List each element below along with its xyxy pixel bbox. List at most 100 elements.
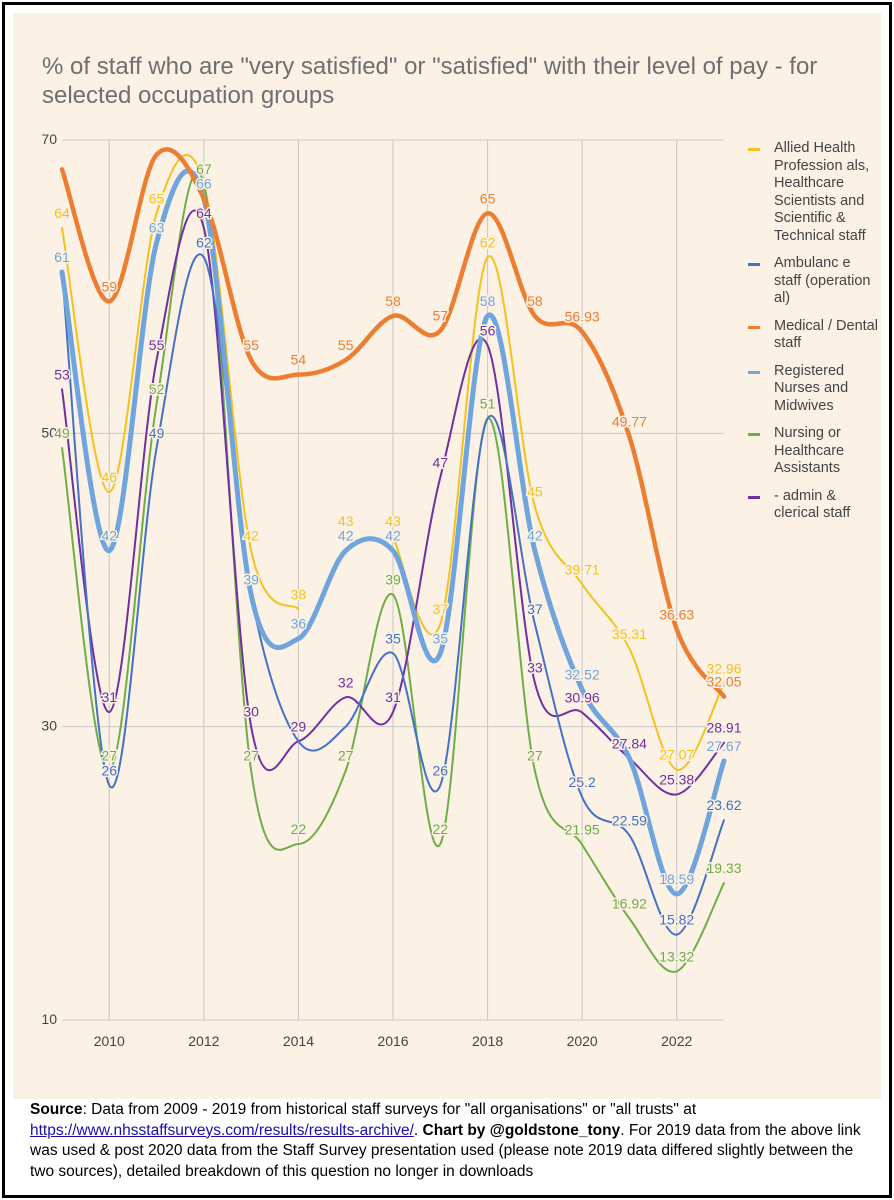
data-label: 62 bbox=[196, 234, 212, 250]
legend-label: Registered Nurses and Midwives bbox=[774, 362, 849, 414]
data-label: 65 bbox=[480, 190, 496, 206]
data-label: 56.93 bbox=[565, 309, 600, 325]
legend-label: - admin & clerical staff bbox=[774, 487, 851, 522]
legend-item: Nursing or Healthcare Assistants bbox=[748, 425, 878, 478]
series-line-1 bbox=[61, 253, 725, 936]
data-label: 27 bbox=[527, 748, 543, 764]
data-label: 38 bbox=[291, 586, 307, 602]
data-label: 54 bbox=[291, 352, 307, 368]
data-label: 43 bbox=[385, 513, 401, 529]
data-label: 52 bbox=[149, 381, 165, 397]
line-chart: 10 30 50 70 2010 2012 2014 2016 2018 2020 2022 64 46… bbox=[41, 131, 743, 1049]
series-line-0 bbox=[61, 154, 300, 611]
x-tick-label: 2012 bbox=[188, 1033, 219, 1049]
data-label: 27.07 bbox=[659, 747, 694, 763]
data-label: 58 bbox=[480, 293, 496, 309]
series-line-2 bbox=[59, 147, 727, 699]
data-label: 26 bbox=[101, 762, 117, 778]
legend-item: Medical / Dental staff bbox=[748, 318, 878, 353]
data-label: 13.32 bbox=[659, 948, 694, 964]
data-label: 66 bbox=[196, 176, 212, 192]
source-link[interactable]: https://www.nhsstaffsurveys.com/results/… bbox=[30, 1121, 414, 1139]
data-label: 55 bbox=[243, 337, 259, 353]
data-label: 32.96 bbox=[706, 660, 741, 676]
data-label: 64 bbox=[196, 205, 212, 221]
legend-item: Registered Nurses and Midwives bbox=[748, 363, 878, 416]
series-line-4 bbox=[61, 171, 725, 973]
data-label: 53 bbox=[54, 366, 70, 382]
data-label: 42 bbox=[101, 528, 117, 544]
data-label: 22 bbox=[432, 821, 448, 837]
data-label: 49.77 bbox=[612, 414, 647, 430]
data-label: 42 bbox=[385, 528, 401, 544]
x-tick-label: 2018 bbox=[472, 1033, 503, 1049]
data-label: 65 bbox=[149, 190, 165, 206]
x-tick-label: 2020 bbox=[567, 1033, 598, 1049]
data-label: 30 bbox=[243, 704, 259, 720]
data-label: 35.31 bbox=[612, 626, 647, 642]
source-note: Source: Data from 2009 - 2019 from histo… bbox=[8, 1100, 876, 1182]
chart-credit: Chart by @goldstone_tony bbox=[422, 1121, 621, 1139]
data-label: 28.91 bbox=[706, 720, 741, 736]
series-line-3 bbox=[59, 168, 727, 897]
data-label: 25.38 bbox=[659, 771, 694, 787]
data-label: 19.33 bbox=[706, 860, 741, 876]
data-label: 37 bbox=[527, 601, 543, 617]
data-label: 42 bbox=[338, 528, 354, 544]
data-label: 27.67 bbox=[706, 738, 741, 754]
data-label: 45 bbox=[527, 484, 543, 500]
data-label: 46 bbox=[101, 469, 117, 485]
data-label: 39.71 bbox=[565, 561, 600, 577]
chart-area bbox=[13, 13, 881, 1099]
chart-title: % of staff who are "very satisfied" or "… bbox=[42, 53, 818, 109]
data-label: 42 bbox=[243, 528, 259, 544]
data-label: 43 bbox=[338, 513, 354, 529]
data-label: 63 bbox=[149, 220, 165, 236]
data-label: 27 bbox=[101, 748, 117, 764]
data-label: 67 bbox=[196, 161, 212, 177]
data-label: 32.05 bbox=[706, 674, 741, 690]
series-line-0 bbox=[392, 255, 725, 771]
data-label: 33 bbox=[527, 660, 543, 676]
x-tick-label: 2016 bbox=[377, 1033, 408, 1049]
data-label: 49 bbox=[149, 425, 165, 441]
legend-swatch bbox=[748, 433, 760, 436]
data-label: 31 bbox=[101, 689, 117, 705]
legend-swatch bbox=[748, 325, 760, 329]
data-label: 36 bbox=[291, 616, 307, 632]
data-label: 67 bbox=[196, 161, 212, 177]
data-label: 26 bbox=[432, 762, 448, 778]
data-label: 27 bbox=[338, 748, 354, 764]
data-label: 49 bbox=[54, 425, 70, 441]
data-label: 29 bbox=[291, 718, 307, 734]
data-label: 36.63 bbox=[659, 606, 694, 622]
data-label: 57 bbox=[432, 308, 448, 324]
data-label: 39 bbox=[243, 572, 259, 588]
source-text-1: : Data from 2009 - 2019 from historical … bbox=[82, 1101, 697, 1118]
data-label: 55 bbox=[338, 337, 354, 353]
x-tick-label: 2014 bbox=[283, 1033, 314, 1049]
legend: Allied Health Profession als, Healthcare… bbox=[748, 140, 878, 533]
data-label: 64 bbox=[54, 205, 70, 221]
data-label: 30.96 bbox=[565, 690, 600, 706]
y-tick-label: 70 bbox=[41, 131, 57, 147]
legend-label: Medical / Dental staff bbox=[774, 317, 878, 352]
data-label: 18.59 bbox=[659, 871, 694, 887]
x-tick-label: 2010 bbox=[94, 1033, 125, 1049]
data-label: 39 bbox=[385, 572, 401, 588]
data-label: 22 bbox=[291, 821, 307, 837]
source-text-2: . bbox=[413, 1121, 423, 1139]
data-label: 32.52 bbox=[565, 667, 600, 683]
data-label: 42 bbox=[527, 528, 543, 544]
data-label: 27.84 bbox=[612, 735, 647, 751]
y-tick-label: 50 bbox=[41, 424, 57, 440]
legend-label: Ambulanc e staff (operation al) bbox=[774, 255, 871, 306]
data-label: 37 bbox=[432, 601, 448, 617]
data-label: 51 bbox=[480, 396, 496, 412]
legend-swatch bbox=[748, 263, 760, 266]
y-tick-label: 30 bbox=[41, 718, 57, 734]
data-label: 15.82 bbox=[659, 912, 694, 928]
data-label: 35 bbox=[432, 630, 448, 646]
data-label: 31 bbox=[385, 689, 401, 705]
